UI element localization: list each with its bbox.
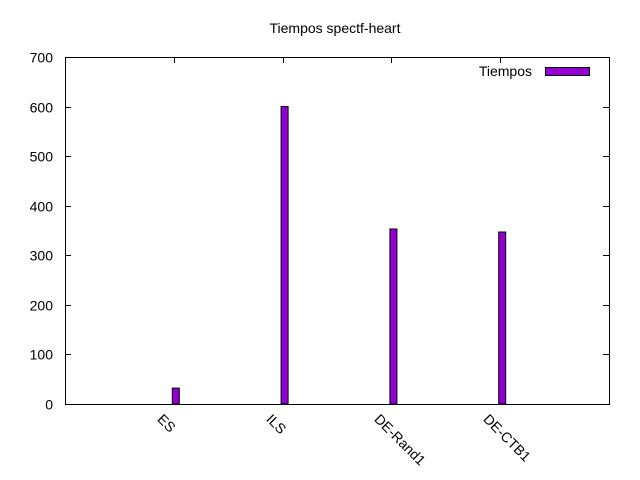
bar-series: [171, 106, 507, 405]
bar: [280, 106, 289, 405]
y-tick-label: 400: [30, 199, 54, 215]
chart-title: Tiempos spectf-heart: [270, 20, 401, 36]
x-axis: ES ILS DE-Rand1 DE-CTB1: [154, 57, 534, 468]
plot-frame: [65, 57, 610, 405]
y-tick-label: 0: [45, 397, 53, 413]
y-tick-label: 700: [30, 50, 54, 66]
y-tick-label: 500: [30, 149, 54, 165]
bar: [171, 387, 180, 405]
x-tick-label: DE-CTB1: [480, 411, 534, 465]
x-tick-label: ES: [154, 411, 179, 436]
legend-swatch: [545, 67, 590, 76]
bar: [389, 228, 398, 405]
y-tick-label: 600: [30, 100, 54, 116]
y-tick-label: 200: [30, 298, 54, 314]
legend: Tiempos: [479, 63, 590, 79]
y-tick-label: 100: [30, 347, 54, 363]
bar: [498, 231, 507, 405]
x-tick-label: DE-Rand1: [371, 411, 429, 469]
y-axis: 0 100 200 300 400 500 600 700: [30, 50, 609, 413]
legend-label: Tiempos: [479, 63, 532, 79]
x-tick-label: ILS: [263, 411, 289, 437]
y-tick-label: 300: [30, 248, 54, 264]
